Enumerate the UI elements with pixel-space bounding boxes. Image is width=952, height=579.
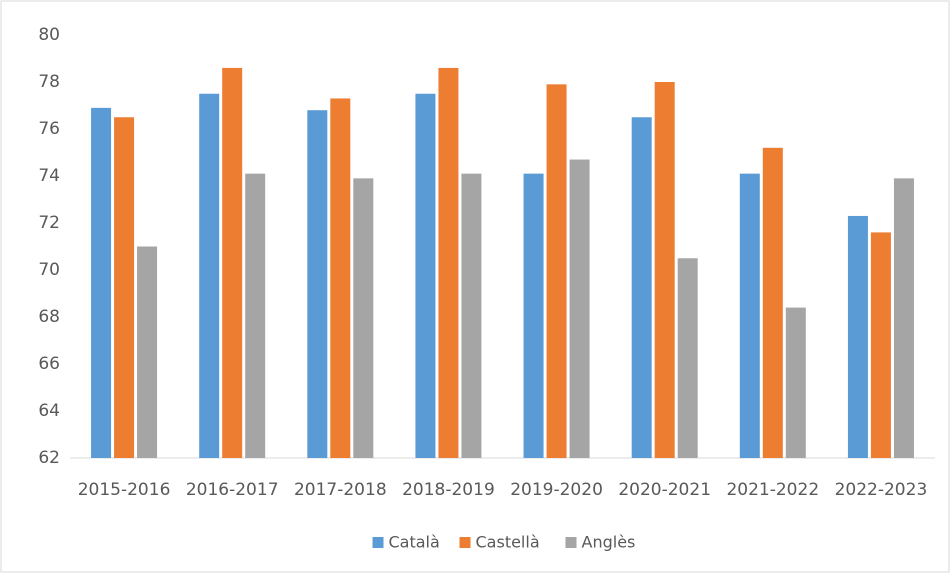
bar <box>523 173 544 458</box>
bar <box>546 84 567 458</box>
bar <box>569 159 590 459</box>
legend-label: Català <box>389 533 440 552</box>
bar <box>114 117 135 458</box>
bar <box>870 232 891 458</box>
bar <box>91 107 112 458</box>
x-tick-label: 2017-2018 <box>294 480 387 500</box>
bar <box>415 93 436 458</box>
y-tick-label: 76 <box>38 119 60 139</box>
bar <box>893 178 914 458</box>
legend-label: Castellà <box>476 533 540 552</box>
y-tick-label: 66 <box>38 354 60 374</box>
bar <box>739 173 760 458</box>
bar <box>199 93 220 458</box>
bar <box>307 110 328 458</box>
y-tick-label: 80 <box>38 25 60 45</box>
y-tick-label: 78 <box>38 72 60 92</box>
y-tick-label: 70 <box>38 260 60 280</box>
bar <box>137 246 158 458</box>
bar <box>677 258 698 458</box>
y-tick-label: 68 <box>38 307 60 327</box>
bar <box>762 147 783 459</box>
x-tick-label: 2019-2020 <box>510 480 603 500</box>
x-tick-label: 2016-2017 <box>186 480 279 500</box>
bar <box>461 173 482 458</box>
y-tick-label: 72 <box>38 213 60 233</box>
bar <box>438 67 459 459</box>
legend-label: Anglès <box>582 533 636 552</box>
legend-swatch <box>565 537 577 548</box>
bar <box>785 307 806 458</box>
bar <box>245 173 266 458</box>
legend-swatch <box>372 537 384 548</box>
x-tick-label: 2018-2019 <box>402 480 495 500</box>
bar <box>330 98 351 458</box>
bar <box>631 117 652 458</box>
y-tick-label: 64 <box>38 401 60 421</box>
bar <box>222 67 243 459</box>
bar <box>654 82 675 458</box>
x-tick-label: 2020-2021 <box>618 480 711 500</box>
x-tick-label: 2022-2023 <box>835 480 928 500</box>
y-tick-label: 74 <box>38 166 60 186</box>
x-tick-label: 2021-2022 <box>726 480 819 500</box>
bar <box>353 178 374 458</box>
bar <box>847 215 868 458</box>
legend-swatch <box>459 537 471 548</box>
y-tick-label: 62 <box>38 448 60 468</box>
x-tick-label: 2015-2016 <box>78 480 171 500</box>
